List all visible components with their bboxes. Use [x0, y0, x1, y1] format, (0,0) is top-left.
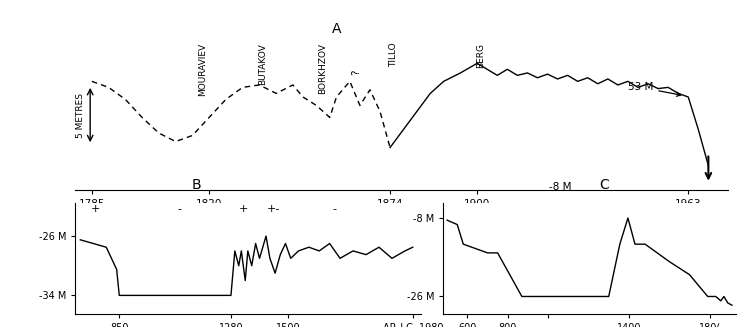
Text: C: C [599, 178, 609, 192]
Text: TILLO: TILLO [389, 43, 398, 67]
Text: -: - [333, 204, 337, 214]
Text: A: A [332, 22, 341, 36]
Text: 53 M: 53 M [628, 82, 681, 96]
Text: -8 M: -8 M [549, 181, 572, 192]
Text: MOURAVIEV: MOURAVIEV [198, 43, 207, 96]
Text: +-: +- [267, 204, 280, 214]
Text: B: B [192, 178, 201, 192]
Text: BORKHZOV: BORKHZOV [318, 43, 327, 94]
Text: +: + [91, 204, 101, 214]
Text: BERG: BERG [476, 43, 485, 68]
Text: +: + [240, 204, 249, 214]
Text: ?: ? [351, 69, 361, 75]
Text: 5 METRES: 5 METRES [76, 93, 85, 138]
Text: BUTAKOV: BUTAKOV [258, 43, 267, 85]
Text: -: - [177, 204, 181, 214]
